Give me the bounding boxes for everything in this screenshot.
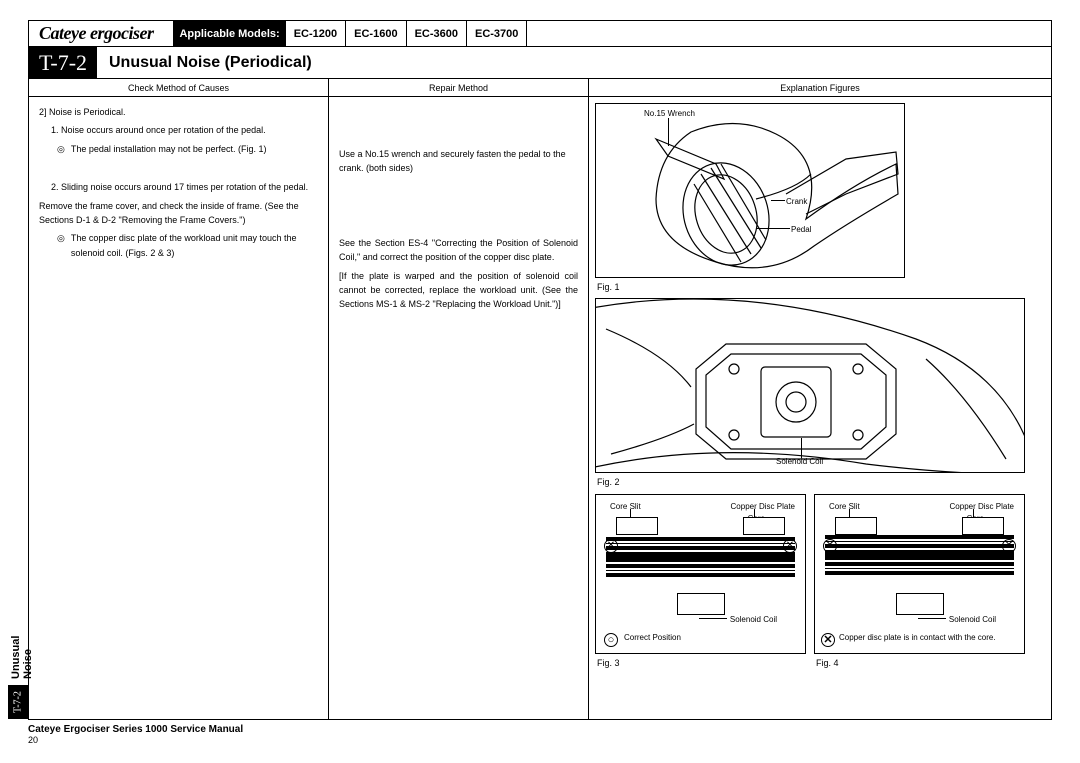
text: The pedal installation may not be perfec… [71,142,267,156]
footer: Cateye Ergociser Series 1000 Service Man… [28,724,1052,745]
body-row: 2] Noise is Periodical. 1. Noise occurs … [29,97,1051,719]
fig-caption: Fig. 1 [597,280,1045,294]
column-headers: Check Method of Causes Repair Method Exp… [29,79,1051,97]
applicable-label: Applicable Models: [173,21,285,46]
col-header: Check Method of Causes [29,79,329,96]
title-bar: T-7-2 Unusual Noise (Periodical) [29,47,1051,79]
figure-4: Core Slit Copper Disc Plate Core ✕ ✕ [814,494,1025,654]
check-column: 2] Noise is Periodical. 1. Noise occurs … [29,97,329,719]
fig-label: Pedal [791,224,811,237]
fig-label: Correct Position [624,632,681,645]
model-item: EC-1200 [286,21,346,46]
fig-label: No.15 Wrench [644,108,695,121]
text: 2. Sliding noise occurs around 17 times … [39,180,318,194]
fig-caption: Fig. 4 [816,656,1025,670]
fig-label: Copper Disc Plate [731,501,795,514]
side-tab-code: T-7-2 [8,685,28,719]
bullet-icon: ◎ [57,231,65,260]
page-frame: Unusual Noise T-7-2 Cateye ergociser App… [28,20,1052,720]
fig-label: Crank [786,196,807,209]
fig-label: Solenoid Coil [730,614,777,627]
text: [If the plate is warped and the position… [339,269,578,312]
brand-logo: Cateye ergociser [29,23,173,44]
text: Use a No.15 wrench and securely fasten t… [339,147,578,176]
fig-caption: Fig. 2 [597,475,1045,489]
text: 2] Noise is Periodical. [39,105,318,119]
fig-label: Core Slit [829,501,860,514]
col-header: Repair Method [329,79,589,96]
model-list: EC-1200 EC-1600 EC-3600 EC-3700 [286,21,528,46]
fig-caption: Fig. 3 [597,656,806,670]
side-tab: Unusual Noise T-7-2 [8,599,28,719]
fig-label: Copper Disc Plate [950,501,1014,514]
footer-manual: Cateye Ergociser Series 1000 Service Man… [28,724,1052,735]
model-item: EC-3700 [467,21,527,46]
section-code: T-7-2 [29,47,97,78]
text: 1. Noise occurs around once per rotation… [39,123,318,137]
fig-label: Copper disc plate is in contact with the… [839,632,1019,645]
fig-label: Solenoid Coil [949,614,996,627]
figure-3: Core Slit Copper Disc Plate Core ✕ ✕ [595,494,806,654]
model-item: EC-1600 [346,21,406,46]
text: Remove the frame cover, and check the in… [39,199,318,228]
text: The copper disc plate of the workload un… [71,231,318,260]
col-header: Explanation Figures [589,79,1051,96]
section-title: Unusual Noise (Periodical) [97,47,312,78]
figure-1: No.15 Wrench Crank Pedal [595,103,905,278]
model-item: EC-3600 [407,21,467,46]
bullet-icon: ◎ [57,142,65,156]
text: See the Section ES-4 "Correcting the Pos… [339,236,578,265]
fig-label: Solenoid Coil [776,456,823,469]
figures-column: No.15 Wrench Crank Pedal Fig. 1 [589,97,1051,719]
side-tab-label: Unusual Noise [8,599,36,685]
figure-2: Solenoid Coil [595,298,1025,473]
repair-column: Use a No.15 wrench and securely fasten t… [329,97,589,719]
fig-label: Core Slit [610,501,641,514]
footer-page: 20 [28,735,1052,745]
header-bar: Cateye ergociser Applicable Models: EC-1… [29,21,1051,47]
